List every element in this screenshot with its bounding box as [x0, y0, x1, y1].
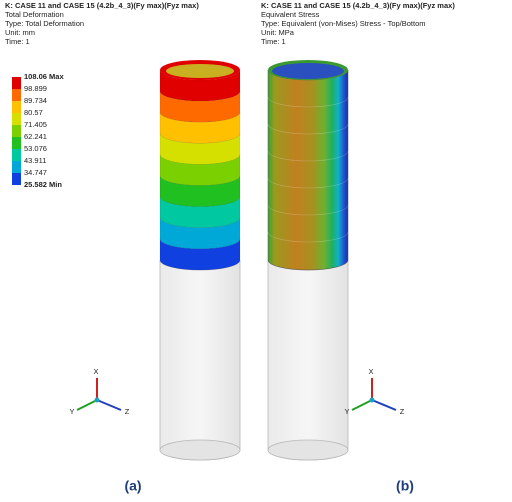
header-line: Unit: mm	[5, 28, 35, 37]
legend-swatch	[12, 149, 21, 161]
header-line: Equivalent Stress	[261, 10, 320, 19]
caption: (a)	[124, 478, 141, 494]
axis-y	[76, 399, 98, 411]
deformation-band	[159, 238, 241, 271]
cylinder-inner	[272, 63, 344, 79]
axis-label: X	[368, 367, 373, 376]
legend-label: 53.076	[24, 144, 47, 153]
cylinder-bottom	[159, 439, 241, 461]
header-line: Type: Total Deformation	[5, 19, 84, 28]
legend-label: 108.06 Max	[24, 72, 64, 81]
stress-surface	[267, 69, 349, 271]
stress-seam	[267, 96, 349, 108]
legend-label: 89.734	[24, 96, 47, 105]
legend-swatch	[12, 137, 21, 149]
legend-swatch	[12, 113, 21, 125]
legend-label: 71.405	[24, 120, 47, 129]
stress-seam	[267, 123, 349, 135]
cylinder-inner	[166, 64, 234, 78]
deformation-band	[159, 112, 241, 144]
legend-swatch	[12, 161, 21, 173]
legend-swatch	[12, 101, 21, 113]
caption: (b)	[396, 478, 414, 494]
cylinder-lower	[267, 259, 349, 461]
legend-swatch	[12, 89, 21, 101]
header-line: Time: 1	[261, 37, 286, 46]
axis-z	[371, 399, 397, 411]
axis-label: Z	[125, 407, 130, 416]
header-line: K: CASE 11 and CASE 15 (4.2b_4_3)(Fy max…	[5, 1, 199, 10]
stress-seam	[267, 150, 349, 162]
deformation-band	[159, 91, 241, 123]
header-line: Time: 1	[5, 37, 30, 46]
axis-y	[351, 399, 373, 411]
legend-label: 25.582 Min	[24, 180, 62, 189]
axis-label: Y	[344, 407, 349, 416]
triad-origin	[94, 397, 100, 403]
deformation-band	[159, 133, 241, 165]
legend-swatch	[12, 125, 21, 137]
legend-label: 43.911	[24, 156, 46, 165]
axis-label: Z	[400, 407, 405, 416]
legend-label: 62.241	[24, 132, 47, 141]
legend-label: 98.899	[24, 84, 47, 93]
stress-seam	[267, 231, 349, 243]
cylinder-bottom	[267, 439, 349, 461]
triad-origin	[369, 397, 375, 403]
legend-swatch	[12, 173, 21, 185]
legend-swatch	[12, 77, 21, 89]
header-line: K: CASE 11 and CASE 15 (4.2b_4_3)(Fy max…	[261, 1, 455, 10]
header-line: Total Deformation	[5, 10, 64, 19]
legend-label: 80.57	[24, 108, 43, 117]
stress-seam	[267, 204, 349, 216]
axis-z	[96, 399, 122, 411]
axis-label: Y	[69, 407, 74, 416]
cylinder-lower	[159, 259, 241, 461]
header-line: Type: Equivalent (von-Mises) Stress - To…	[261, 19, 426, 28]
stress-seam	[267, 177, 349, 189]
legend-label: 34.747	[24, 168, 47, 177]
axis-label: X	[93, 367, 98, 376]
header-line: Unit: MPa	[261, 28, 295, 37]
